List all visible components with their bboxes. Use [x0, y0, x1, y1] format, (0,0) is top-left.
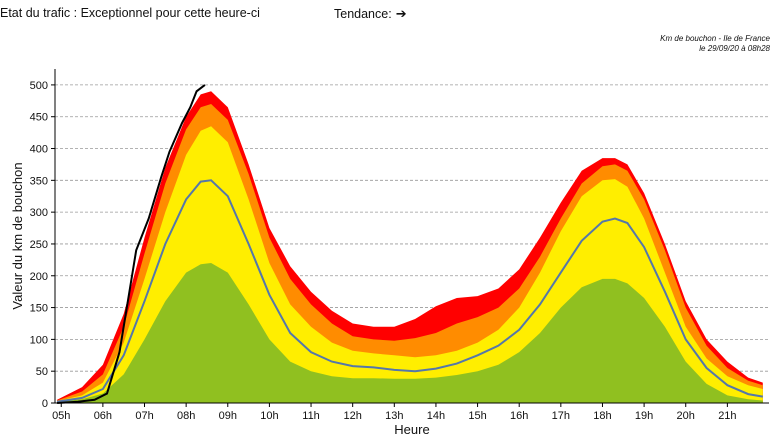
x-tick-label: 13h [385, 410, 403, 422]
x-tick-label: 19h [635, 410, 653, 422]
x-tick-label: 18h [593, 410, 611, 422]
y-tick-label: 350 [30, 175, 48, 187]
y-axis-title: Valeur du km de bouchon [10, 162, 25, 309]
chart-caption-date: le 29/09/20 à 08h28 [699, 44, 770, 53]
x-tick-label: 20h [677, 410, 695, 422]
x-tick-label: 11h [302, 410, 320, 422]
x-tick-label: 07h [135, 410, 153, 422]
y-tick-label: 300 [30, 207, 48, 219]
y-tick-label: 0 [42, 398, 48, 410]
y-tick-label: 450 [30, 112, 48, 124]
x-axis-title: Heure [394, 422, 429, 437]
x-tick-label: 14h [427, 410, 445, 422]
y-tick-label: 200 [30, 271, 48, 283]
x-tick-label: 10h [260, 410, 278, 422]
trend-label: Tendance: [334, 7, 392, 21]
area-green [57, 263, 763, 403]
tick-labels: 0 50 100 150 200 250 300 350 400 450 500 05h 06h 07h 0… [30, 80, 737, 422]
x-tick-label: 08h [177, 410, 195, 422]
area-series [57, 91, 763, 404]
mean-line [56, 179, 763, 403]
x-tick-label: 09h [219, 410, 237, 422]
y-tick-label: 500 [30, 80, 48, 92]
x-tick-label: 17h [552, 410, 570, 422]
arrow-right-icon: ➔ [395, 6, 407, 21]
y-tick-label: 150 [30, 303, 48, 315]
axes [54, 69, 769, 404]
trend-indicator: Tendance: ➔ [334, 6, 407, 22]
y-tick-label: 400 [30, 144, 48, 156]
x-tick-label: 06h [94, 410, 112, 422]
x-tick-label: 16h [510, 410, 528, 422]
y-tick-label: 50 [36, 366, 48, 378]
traffic-status-text: Etat du trafic : Exceptionnel pour cette… [0, 6, 260, 20]
x-tick-label: 15h [468, 410, 486, 422]
today-line [57, 84, 206, 404]
line-series [56, 84, 763, 404]
y-tick-label: 250 [30, 239, 48, 251]
x-tick-label: 12h [343, 410, 361, 422]
chart-caption-title: Km de bouchon - Ile de France [660, 34, 770, 43]
y-tick-label: 100 [30, 334, 48, 346]
x-tick-label: 05h [52, 410, 70, 422]
x-tick-label: 21h [718, 410, 736, 422]
